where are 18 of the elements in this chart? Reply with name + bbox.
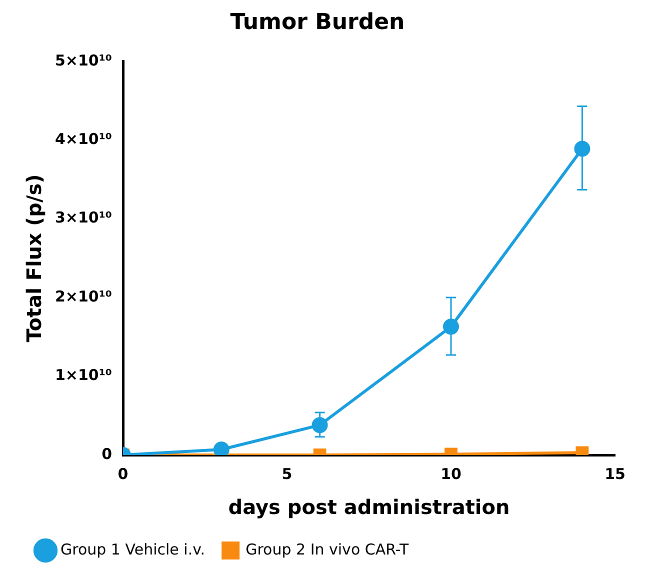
point xyxy=(213,441,230,455)
chart-title: Tumor Burden xyxy=(230,10,405,35)
y-tick-label: 1×10¹⁰ xyxy=(54,366,112,384)
x-tick-label: 10 xyxy=(440,464,462,483)
x-axis-title: days post administration xyxy=(228,495,510,520)
y-tick-label: 4×10¹⁰ xyxy=(54,130,112,148)
legend-label: Group 1 Vehicle i.v. xyxy=(60,540,206,558)
y-axis-title: Total Flux (p/s) xyxy=(22,174,46,342)
legend-label: Group 2 In vivo CAR-T xyxy=(246,540,410,558)
point xyxy=(443,318,460,335)
x-tick-label: 0 xyxy=(118,464,128,483)
y-tick-label: 0 xyxy=(102,444,112,463)
point xyxy=(574,140,590,157)
y-tick-label: 2×10¹⁰ xyxy=(54,287,112,306)
y-tick-label: 5×10¹⁰ xyxy=(54,51,112,70)
y-tick-label: 3×10¹⁰ xyxy=(54,208,112,227)
x-tick-label: 15 xyxy=(604,464,626,483)
x-tick-label: 5 xyxy=(282,464,292,483)
